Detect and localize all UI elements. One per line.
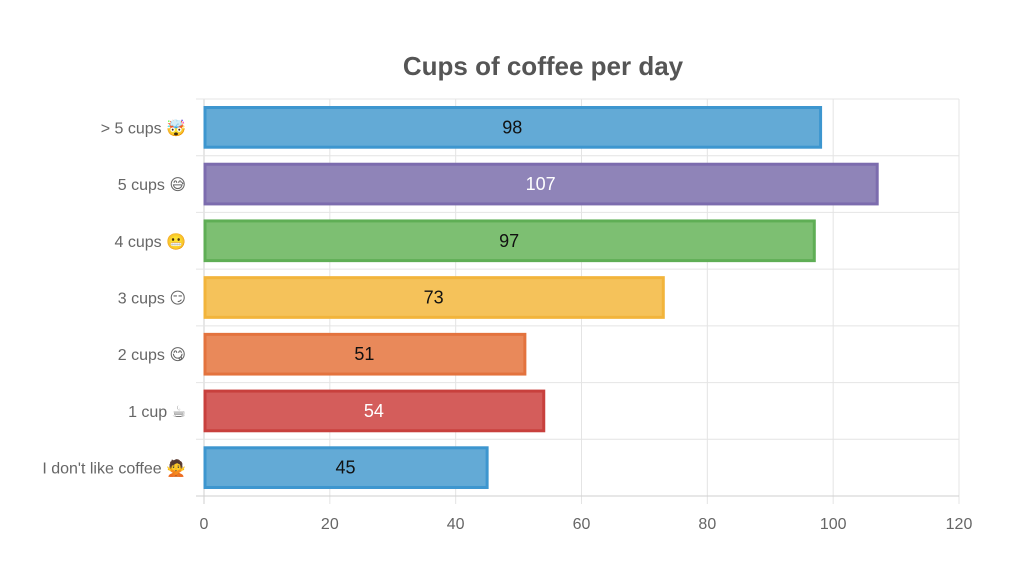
bar [203,276,665,319]
bar [203,162,879,206]
bar-value-label: 45 [336,458,356,478]
bars-layer [203,106,879,489]
chart-title: Cups of coffee per day [403,51,684,81]
x-axis-ticks: 0 20 40 60 80 100 120 [200,516,973,533]
x-tick-label: 60 [573,516,591,533]
bar-value-label: 107 [526,174,556,194]
bar-value-label: 54 [364,401,384,421]
bar [203,446,489,489]
category-label: 5 cups 😅 [118,177,186,194]
bar-value-label: 73 [424,288,444,308]
x-tick-label: 80 [698,516,716,533]
category-label: > 5 cups 🤯 [101,118,186,137]
category-label: I don't like coffee 🙅 [42,459,186,478]
x-tick-label: 20 [321,516,339,533]
bar-value-label: 51 [354,344,374,364]
x-tick-label: 0 [200,516,209,533]
x-tick-label: 120 [946,516,973,533]
x-tick-label: 40 [447,516,465,533]
category-label: 3 cups 😏 [118,291,186,308]
bar [203,106,823,149]
bar-value-label: 98 [502,117,522,137]
category-label: 4 cups 😬 [114,233,186,251]
category-label: 2 cups 😋 [118,347,186,364]
bar [203,332,527,376]
bar-value-label: 97 [499,231,519,251]
bar [203,219,816,263]
category-label: 1 cup ☕ [128,404,186,421]
bar [203,389,546,433]
labels-layer: 98 > 5 cups 🤯 107 5 cups 😅 97 4 cups 😬 73 3 cup… [42,117,555,477]
x-tick-label: 100 [820,516,847,533]
